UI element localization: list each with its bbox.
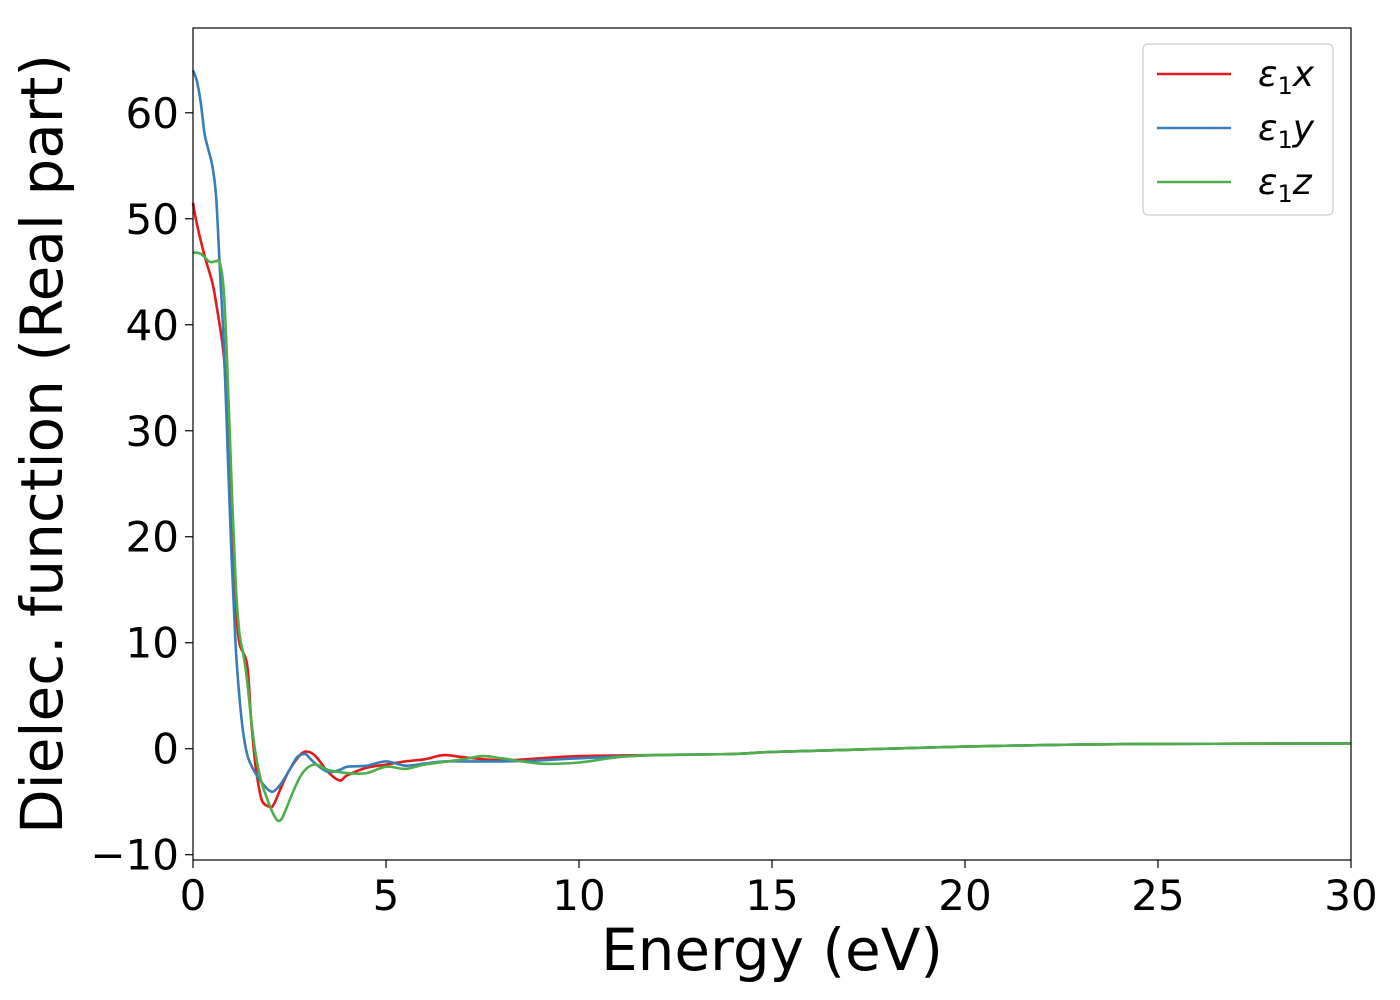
- series-lines: [191, 69, 1352, 823]
- legend-box: [1142, 43, 1334, 216]
- y-axis-label: Dielec. function (Real part): [8, 54, 76, 834]
- y-tick-label: 30: [126, 407, 179, 456]
- x-axis: 0 5 10 15 20 25 30: [180, 860, 1378, 920]
- x-tick-label: 15: [745, 871, 798, 920]
- x-tick-label: 10: [552, 871, 605, 920]
- x-tick-label: 0: [180, 871, 207, 920]
- y-tick-label: 10: [126, 619, 179, 668]
- x-tick-label: 25: [1131, 871, 1184, 920]
- y-axis: −10 0 10 20 30 40 50 60: [90, 89, 193, 880]
- y-tick-label: 20: [126, 513, 179, 562]
- x-tick-label: 30: [1324, 871, 1377, 920]
- legend-label-x: ε1x: [1258, 54, 1315, 100]
- legend-label-z: ε1z: [1258, 162, 1313, 208]
- series-line-z: [192, 251, 1352, 823]
- y-tick-label: −10: [90, 831, 179, 880]
- y-tick-label: 0: [152, 725, 179, 774]
- legend-label-y: ε1y: [1258, 108, 1315, 154]
- y-tick-label: 40: [126, 301, 179, 350]
- x-tick-label: 20: [938, 871, 991, 920]
- y-tick-label: 60: [126, 89, 179, 138]
- x-tick-label: 5: [373, 871, 400, 920]
- x-axis-label: Energy (eV): [601, 916, 943, 984]
- y-tick-label: 50: [126, 195, 179, 244]
- legend: ε1x ε1y ε1z: [1142, 43, 1334, 216]
- series-line-x: [191, 202, 1352, 809]
